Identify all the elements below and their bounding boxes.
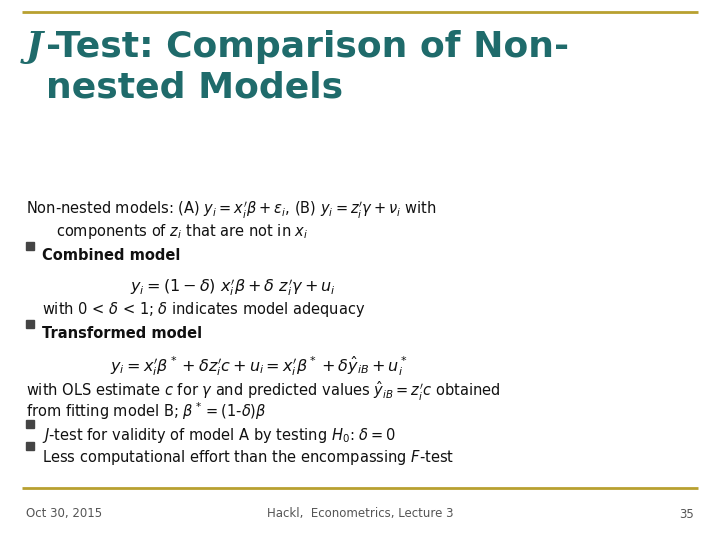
Text: $y_i = (1 - \delta)\ x_i'\beta + \delta\ z_i'\gamma + u_i$: $y_i = (1 - \delta)\ x_i'\beta + \delta\… (130, 276, 336, 298)
Text: Less computational effort than the encompassing $F$-test: Less computational effort than the encom… (42, 448, 454, 467)
Text: Non-nested models: (A) $y_i = x_i'\beta + \varepsilon_i$, (B) $y_i = z_i'\gamma : Non-nested models: (A) $y_i = x_i'\beta … (26, 200, 436, 221)
Bar (26, 320, 34, 328)
Text: J: J (26, 30, 43, 64)
Bar (26, 442, 34, 450)
Text: Hackl,  Econometrics, Lecture 3: Hackl, Econometrics, Lecture 3 (266, 508, 454, 521)
Text: Oct 30, 2015: Oct 30, 2015 (26, 508, 102, 521)
Text: -Test: Comparison of Non-
nested Models: -Test: Comparison of Non- nested Models (46, 30, 569, 105)
Text: with OLS estimate $c$ for $\gamma$ and predicted values $\hat{y}_{iB} = z_i'c$ o: with OLS estimate $c$ for $\gamma$ and p… (26, 380, 500, 403)
Text: components of $z_i$ that are not in $x_i$: components of $z_i$ that are not in $x_i… (56, 222, 308, 241)
Text: $J$-test for validity of model A by testing $H_0$: $\delta = 0$: $J$-test for validity of model A by test… (42, 426, 396, 445)
Text: $y_i = x_i'\beta^* + \delta z_i'c + u_i = x_i'\beta^* + \delta\hat{y}_{iB} + u_i: $y_i = x_i'\beta^* + \delta z_i'c + u_i … (110, 354, 408, 377)
Text: Combined model: Combined model (42, 248, 181, 263)
Text: Transformed model: Transformed model (42, 326, 202, 341)
Text: with 0 < $\delta$ < 1; $\delta$ indicates model adequacy: with 0 < $\delta$ < 1; $\delta$ indicate… (42, 300, 365, 319)
Bar (26, 242, 34, 250)
Bar (26, 420, 34, 428)
Text: from fitting model B; $\beta^* = (1\text{-}\delta)\beta$: from fitting model B; $\beta^* = (1\text… (26, 400, 266, 422)
Text: 35: 35 (679, 508, 694, 521)
